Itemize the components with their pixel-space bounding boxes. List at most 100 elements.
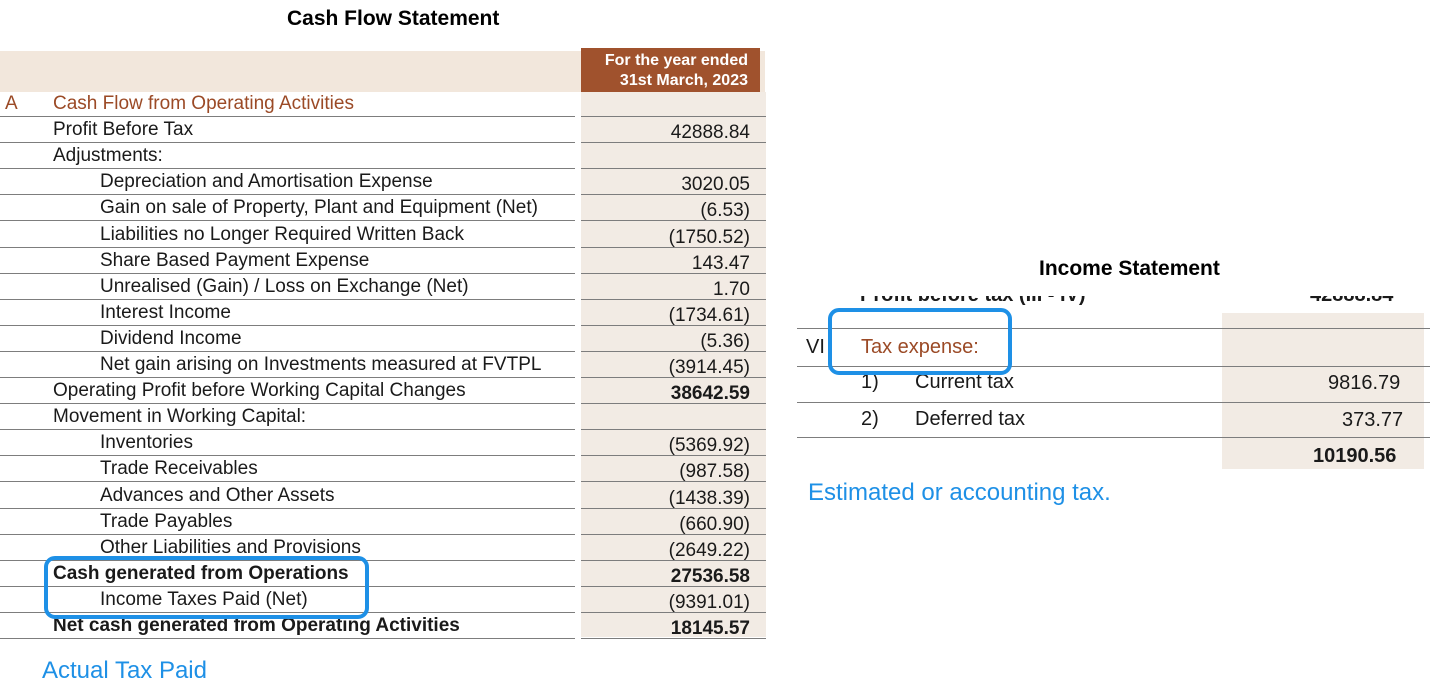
value-divider — [581, 220, 766, 222]
table-row: Depreciation and Amortisation Expense 302… — [0, 169, 766, 196]
row-value: (1734.61) — [668, 304, 750, 326]
row-divider — [0, 220, 575, 222]
row-label: Profit Before Tax — [53, 119, 194, 141]
table-row: Operating Profit before Working Capital … — [0, 378, 766, 405]
row-label: Interest Income — [100, 301, 231, 323]
value-divider — [581, 481, 766, 483]
tax-expense-total: 10190.56 — [1313, 445, 1397, 467]
row-divider — [0, 455, 575, 457]
row-divider — [0, 559, 575, 561]
row-label: Operating Profit before Working Capital … — [53, 380, 466, 402]
value-divider — [581, 638, 766, 639]
table-row: Trade Receivables (987.58) — [0, 456, 766, 483]
row-label: Adjustments: — [53, 145, 163, 167]
row-divider — [0, 611, 575, 613]
value-divider — [581, 455, 766, 457]
row-label: Cash Flow from Operating Activities — [53, 93, 354, 114]
value-divider — [581, 429, 766, 431]
table-row: Interest Income (1734.61) — [0, 300, 766, 326]
row-value: 3020.05 — [681, 174, 750, 196]
income-statement-values-column — [1222, 313, 1424, 469]
row-divider — [0, 638, 575, 639]
row-value: 27536.58 — [670, 565, 750, 587]
row-divider — [0, 350, 575, 352]
value-divider — [581, 559, 766, 561]
row-value: (660.90) — [679, 513, 750, 535]
value-divider — [581, 533, 766, 535]
row-value: 42888.84 — [670, 122, 750, 144]
cash-flow-title: Cash Flow Statement — [287, 7, 500, 30]
value-divider — [581, 116, 766, 117]
highlight-tax-expense — [828, 308, 1012, 375]
table-row: Advances and Other Assets (1438.39) — [0, 483, 766, 509]
table-row: Inventories (5369.92) — [0, 430, 766, 457]
row-value: (3914.45) — [668, 357, 750, 378]
row-label: Inventories — [100, 432, 193, 454]
table-row: Liabilities no Longer Required Written B… — [0, 222, 766, 248]
is-divider — [797, 402, 1430, 403]
income-statement-partial-row: Profit before tax (III - IV) 42888.84 — [798, 296, 1430, 315]
value-divider — [581, 585, 766, 587]
row-divider — [0, 585, 575, 587]
row-value: 18145.57 — [670, 618, 750, 639]
row-label: Trade Payables — [100, 510, 233, 532]
row-divider — [0, 324, 575, 326]
table-row: Share Based Payment Expense 143.47 — [0, 248, 766, 274]
income-statement-title: Income Statement — [1039, 257, 1220, 280]
value-divider — [581, 350, 766, 352]
row-label: Income Taxes Paid (Net) — [100, 588, 308, 610]
row-value: (1750.52) — [668, 226, 750, 248]
table-row: Gain on sale of Property, Plant and Equi… — [0, 195, 766, 222]
row-divider — [0, 246, 575, 248]
section-letter: A — [5, 93, 18, 114]
table-row: Movement in Working Capital: — [0, 404, 766, 431]
table-row: Trade Payables (660.90) — [0, 509, 766, 535]
table-row: Other Liabilities and Provisions (2649.22… — [0, 535, 766, 561]
value-divider — [581, 142, 766, 144]
is-divider — [797, 366, 1430, 367]
deferred-tax-label: Deferred tax — [915, 408, 1026, 430]
table-row: Unrealised (Gain) / Loss on Exchange (Ne… — [0, 274, 766, 300]
row-label: Depreciation and Amortisation Expense — [100, 171, 433, 193]
item-number: 2) — [861, 408, 879, 430]
column-header-line-1: For the year ended — [604, 52, 748, 69]
column-header-line-2: 31st March, 2023 — [619, 72, 748, 89]
table-row: Net cash generated from Operating Activi… — [0, 613, 766, 639]
row-value: (1438.39) — [668, 487, 750, 509]
row-divider — [0, 298, 575, 300]
table-row: Dividend Income (5.36) — [0, 326, 766, 352]
value-divider — [581, 194, 766, 196]
current-tax-label: Current tax — [915, 371, 1014, 393]
row-divider — [0, 142, 575, 144]
table-row: Cash generated from Operations 27536.58 — [0, 561, 766, 587]
roman-numeral: VI — [806, 336, 825, 358]
row-value: (987.58) — [679, 461, 750, 483]
row-divider — [0, 481, 575, 483]
row-value: (5.36) — [700, 330, 750, 352]
row-value: (6.53) — [700, 200, 750, 222]
value-divider — [581, 403, 766, 405]
is-divider — [797, 437, 1430, 438]
table-row: Profit Before Tax 42888.84 — [0, 117, 766, 144]
estimated-tax-note: Estimated or accounting tax. — [808, 479, 1111, 506]
row-value: (2649.22) — [668, 539, 750, 561]
row-divider — [0, 168, 575, 170]
row-label: Share Based Payment Expense — [100, 249, 370, 271]
row-divider — [0, 507, 575, 509]
row-divider — [0, 116, 575, 117]
row-label: Other Liabilities and Provisions — [100, 536, 361, 558]
row-label: Movement in Working Capital: — [53, 406, 307, 428]
partial-row-label: Profit before tax (III - IV) — [860, 296, 1086, 307]
row-label: Advances and Other Assets — [100, 484, 335, 506]
highlight-cash-generated — [44, 556, 369, 619]
row-divider — [0, 377, 575, 378]
row-label: Dividend Income — [100, 327, 242, 349]
row-divider — [0, 403, 575, 405]
value-divider — [581, 507, 766, 509]
actual-tax-note: Actual Tax Paid — [42, 657, 207, 684]
table-row: Adjustments: — [0, 143, 766, 170]
row-value: 1.70 — [713, 278, 750, 300]
partial-row-value: 42888.84 — [1310, 296, 1393, 307]
row-label: Gain on sale of Property, Plant and Equi… — [100, 197, 538, 219]
table-row: Income Taxes Paid (Net) (9391.01) — [0, 587, 766, 613]
